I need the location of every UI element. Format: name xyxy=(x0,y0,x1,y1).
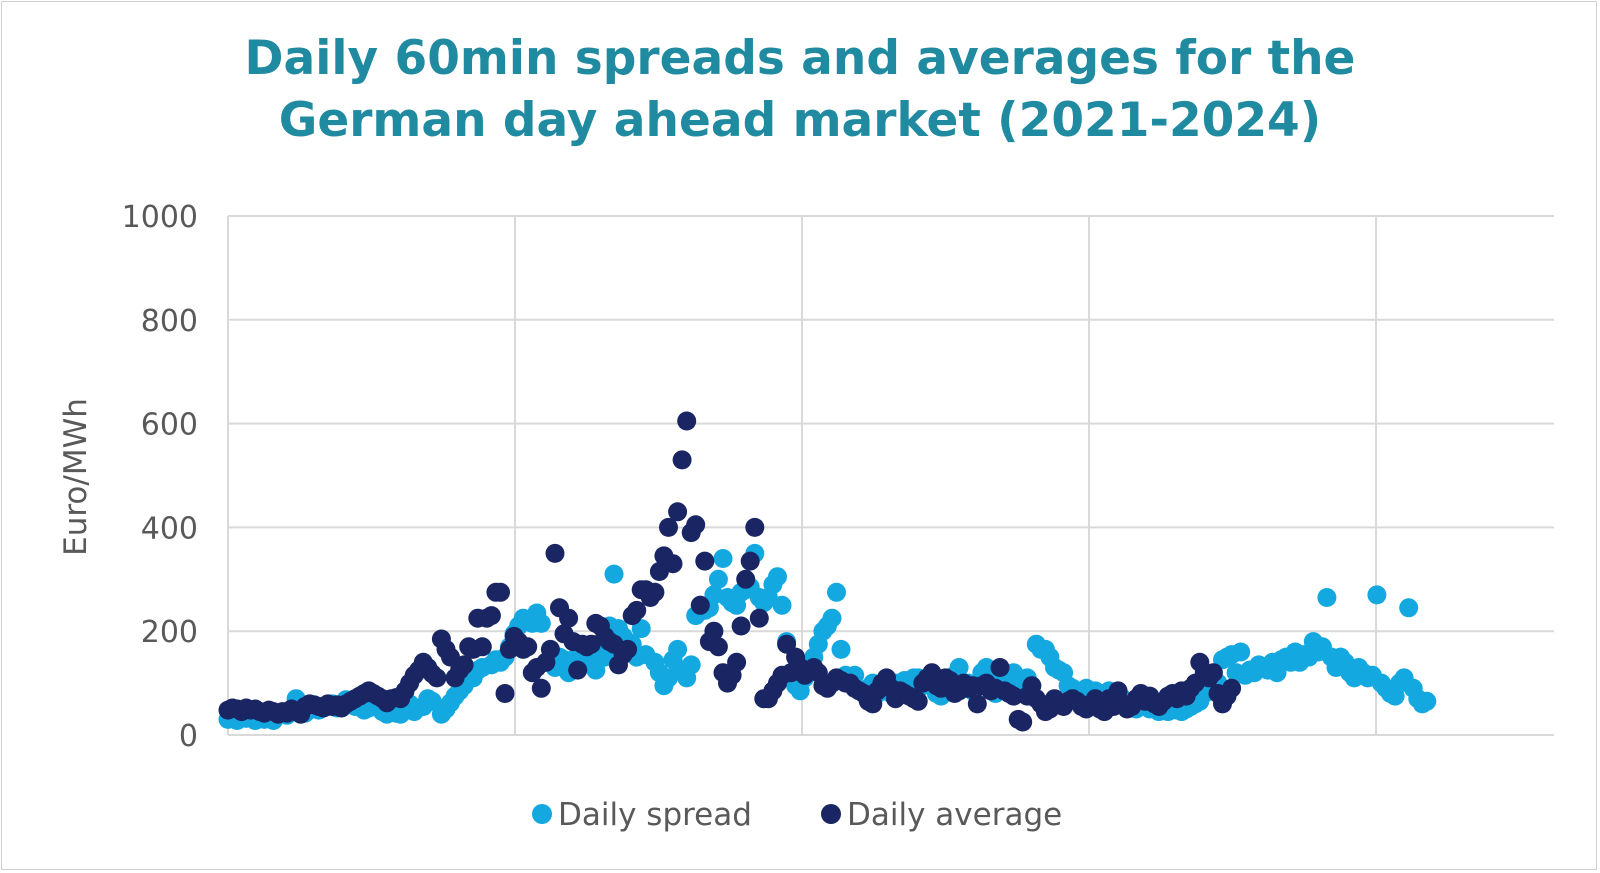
y-tick-label: 200 xyxy=(141,615,198,650)
daily-average-point xyxy=(472,637,492,657)
legend-label-daily-average: Daily average xyxy=(847,797,1062,833)
daily-average-point xyxy=(568,660,588,680)
daily-spread-point xyxy=(1417,691,1437,711)
daily-spread-point xyxy=(772,595,792,615)
daily-average-point xyxy=(663,554,683,574)
daily-average-point xyxy=(545,543,565,563)
daily-spread-point xyxy=(708,569,728,589)
daily-average-point xyxy=(518,637,538,657)
chart-title: Daily 60min spreads and averages for the… xyxy=(0,28,1600,152)
daily-average-point xyxy=(1004,686,1024,706)
daily-average-point xyxy=(745,517,765,537)
daily-average-point xyxy=(695,551,715,571)
daily-average-point xyxy=(708,637,728,657)
daily-average-point xyxy=(540,639,560,659)
daily-average-series xyxy=(218,411,1242,732)
daily-average-point xyxy=(672,450,692,470)
daily-average-point xyxy=(454,655,474,675)
daily-average-point xyxy=(427,668,447,688)
chart-title-line-1: Daily 60min spreads and averages for the xyxy=(244,31,1356,86)
y-axis-title: Euro/MWh xyxy=(58,398,94,556)
daily-average-point xyxy=(704,621,724,641)
daily-average-point xyxy=(491,582,510,602)
daily-spread-point xyxy=(768,567,787,587)
daily-spread-point xyxy=(668,639,688,659)
daily-spread-point xyxy=(604,564,624,584)
daily-average-point xyxy=(481,606,501,626)
daily-average-point xyxy=(908,691,928,711)
y-tick-label: 800 xyxy=(141,304,198,339)
daily-spread-point xyxy=(681,655,701,675)
legend-marker-daily-spread xyxy=(532,804,552,824)
daily-average-point xyxy=(967,694,987,714)
y-axis-tick-labels: 0 200 400 600 800 1000 xyxy=(122,200,198,754)
daily-spread-point xyxy=(831,639,851,659)
daily-average-point xyxy=(686,515,706,535)
y-tick-label: 1000 xyxy=(122,200,198,235)
daily-average-point xyxy=(1013,712,1033,732)
daily-average-point xyxy=(990,658,1010,677)
daily-average-point xyxy=(618,639,638,659)
legend: Daily spread Daily average xyxy=(532,797,1062,833)
daily-average-point xyxy=(1222,678,1242,698)
daily-average-point xyxy=(1203,663,1223,683)
chart-title-line-2: German day ahead market (2021-2024) xyxy=(278,93,1322,148)
daily-average-point xyxy=(677,411,697,431)
daily-spread-point xyxy=(822,608,842,628)
legend-marker-daily-average xyxy=(821,804,841,824)
daily-average-point xyxy=(736,569,756,589)
daily-spread-point xyxy=(1367,585,1387,605)
daily-average-point xyxy=(659,517,678,537)
daily-average-point xyxy=(749,608,769,628)
daily-spread-point xyxy=(713,549,733,568)
daily-average-point xyxy=(740,551,760,571)
daily-spread-point xyxy=(1399,598,1419,618)
daily-average-point xyxy=(645,582,665,602)
y-tick-label: 0 xyxy=(179,719,198,754)
daily-spread-point xyxy=(1231,642,1251,662)
gridlines xyxy=(227,215,1554,736)
daily-spread-point xyxy=(1317,588,1337,607)
y-tick-label: 400 xyxy=(141,511,198,546)
daily-average-point xyxy=(690,595,710,615)
daily-average-point xyxy=(727,652,747,672)
daily-average-point xyxy=(668,502,688,522)
daily-average-point xyxy=(627,600,647,620)
daily-spread-point xyxy=(531,613,551,633)
daily-spread-point xyxy=(827,582,846,602)
daily-average-point xyxy=(731,616,751,636)
daily-average-point xyxy=(531,678,551,698)
daily-average-point xyxy=(559,608,579,628)
daily-average-point xyxy=(495,684,515,703)
y-tick-label: 600 xyxy=(141,408,198,443)
legend-label-daily-spread: Daily spread xyxy=(558,797,752,833)
